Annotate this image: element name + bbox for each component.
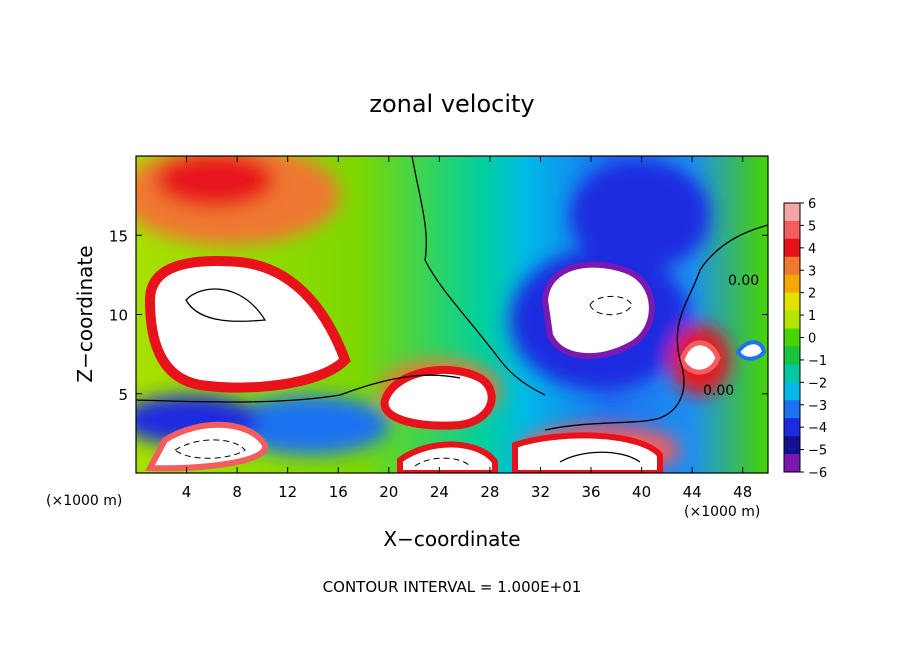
colorbar-tick-label: 5 [808,219,816,234]
colorbar-tick-label: 3 [808,264,816,279]
x-tick-label: 16 [329,483,348,501]
colorbar-tick-label: −4 [808,421,827,436]
contour-lines [136,156,768,463]
colorbar-tick-label: 1 [808,309,816,324]
colorbar-swatch [784,328,800,347]
x-tick-label: 4 [182,483,192,501]
colorbar-swatch [784,346,800,365]
colorbar-tick-label: 4 [808,242,816,257]
y-axis-label: Z−coordinate [73,245,97,382]
x-unit-left: (×1000 m) [46,493,122,509]
colorbar-tick-label: −3 [808,399,827,414]
x-tick-label: 36 [581,483,600,501]
x-tick-label: 40 [632,483,651,501]
colorbar-tick-label: −1 [808,354,827,369]
colorbar-tick-label: 0 [808,332,816,347]
contour-interval-note: CONTOUR INTERVAL = 1.000E+01 [323,578,582,596]
contour-label-1: 0.00 [703,383,734,399]
colorbar-swatch [784,400,800,419]
colorbar-swatch [784,364,800,383]
x-tick-label: 28 [480,483,499,501]
colorbar-swatch [784,310,800,330]
contour-label-0: 0.00 [728,273,759,289]
x-axis-label: X−coordinate [383,527,520,551]
x-tick-label: 8 [232,483,242,501]
y-tick-label: 15 [109,227,128,245]
colorbar-swatch [784,274,800,294]
colorbar-tick-label: −6 [808,466,827,481]
x-tick-label: 44 [683,483,702,501]
y-axis: 5 10 15 [109,227,768,404]
x-tick-label: 12 [278,483,297,501]
y-tick-label: 10 [109,307,128,325]
x-tick-label: 48 [733,483,752,501]
x-tick-label: 20 [379,483,398,501]
y-tick-label: 5 [118,386,128,404]
colorbar-swatch [784,382,800,401]
colorbar-tick-label: −2 [808,376,827,391]
colorbar-swatch [784,256,800,276]
colorbar-swatch [784,238,800,258]
colorbar-swatch [784,454,800,473]
colorbar-swatch [784,418,800,437]
colorbar-swatch [784,292,800,312]
x-unit-right: (×1000 m) [684,504,760,520]
colorbar: 6 5 4 3 2 1 0 −1 −2 −3 −4 −5 −6 [783,197,827,481]
colorbar-tick-label: −5 [808,444,827,459]
x-tick-label: 24 [430,483,449,501]
colorbar-swatch [784,203,800,222]
colorbar-tick-label: 2 [808,287,816,302]
colorbar-swatch [784,436,800,455]
x-tick-label: 32 [531,483,550,501]
colorbar-tick-label: 6 [808,197,816,212]
heatmap-field [136,156,768,473]
colorbar-swatch [784,220,800,240]
x-axis: 4 8 12 16 20 24 28 32 36 40 44 48 [182,156,752,501]
chart-title: zonal velocity [369,90,534,118]
